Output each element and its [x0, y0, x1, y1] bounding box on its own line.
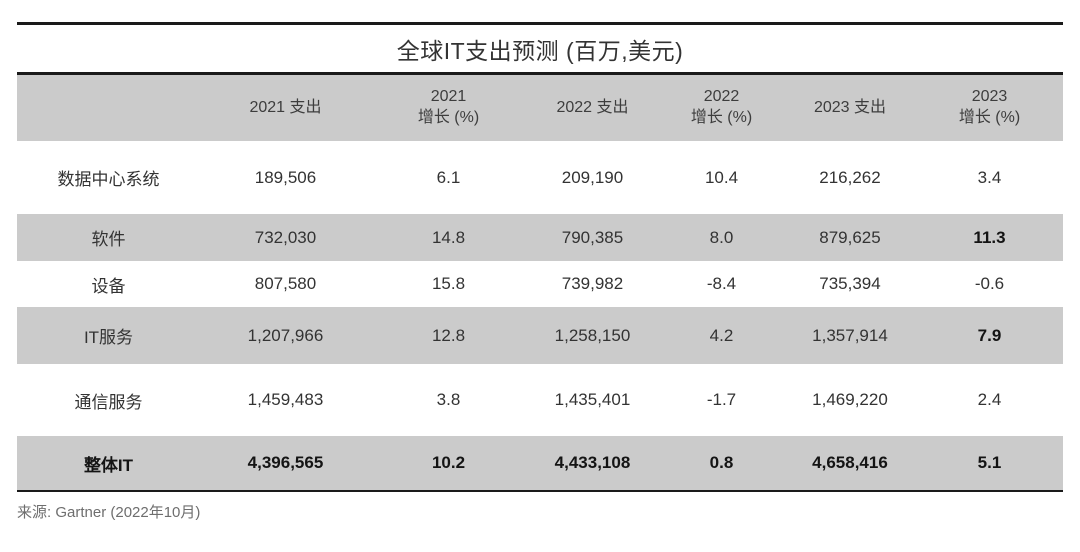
cell-value: 10.2 — [431, 453, 466, 472]
column-header-label: 增长 (%) — [417, 109, 480, 126]
cell-value: 189,506 — [254, 167, 317, 187]
title-rule — [17, 72, 1063, 75]
page-title: 全球IT支出预测 (百万,美元) — [396, 37, 684, 64]
cell-value: 4,396,565 — [247, 453, 324, 472]
column-header-2021-growth: 2021 增长 (%) — [371, 75, 526, 141]
it-spending-report: 全球IT支出预测 (百万,美元) 2021 支出 2021 增长 (%) — [0, 22, 1080, 552]
cell-value: 209,190 — [561, 167, 624, 187]
row-label: 数据中心系统 — [57, 170, 160, 189]
cell-value: 4.2 — [709, 325, 734, 345]
table-row: 软件 732,030 14.8 790,385 8.0 879,625 11.3 — [17, 214, 1063, 261]
cell-value: -8.4 — [706, 274, 737, 293]
column-header-label: 2023 支出 — [813, 98, 887, 116]
table-row: 数据中心系统 189,506 6.1 209,190 10.4 216,262 3.4 — [17, 141, 1063, 214]
column-header-label: 2021 支出 — [249, 98, 322, 116]
cell-value: 8.0 — [709, 227, 734, 247]
row-label: 软件 — [91, 230, 126, 249]
column-header-label: 2023 — [971, 88, 1008, 106]
cell-value: 1,258,150 — [554, 325, 631, 345]
row-label: IT服务 — [83, 328, 134, 347]
cell-value: 1,469,220 — [812, 390, 888, 409]
cell-value: -0.6 — [974, 274, 1005, 293]
cell-value: 3.4 — [977, 167, 1002, 187]
cell-value: 14.8 — [431, 227, 466, 247]
cell-value: 3.8 — [436, 390, 461, 409]
cell-value: 739,982 — [561, 274, 624, 293]
cell-value: 7.9 — [977, 325, 1002, 345]
cell-value: 11.3 — [973, 227, 1006, 247]
column-header-2022-growth: 2022 增长 (%) — [659, 75, 784, 141]
bottom-rule — [17, 490, 1063, 492]
column-header-category — [17, 75, 200, 141]
row-label: 整体IT — [83, 455, 134, 475]
top-rule — [17, 22, 1063, 25]
cell-value: 1,357,914 — [812, 325, 888, 345]
cell-value: 0.8 — [709, 453, 734, 472]
row-label: 通信服务 — [74, 392, 143, 412]
cell-value: 807,580 — [254, 274, 317, 293]
cell-value: 10.4 — [704, 167, 739, 187]
cell-value: 879,625 — [819, 227, 881, 247]
cell-value: 1,459,483 — [247, 390, 324, 409]
table-row: IT服务 1,207,966 12.8 1,258,150 4.2 1,357,914 7.… — [17, 307, 1063, 364]
table-header-row: 2021 支出 2021 增长 (%) 2022 支出 2022 增长 (%) — [17, 75, 1063, 141]
cell-value: 5.1 — [977, 453, 1002, 472]
cell-value: -1.7 — [706, 390, 737, 409]
table-body: 数据中心系统 189,506 6.1 209,190 10.4 216,262 3.4 软件 7… — [17, 141, 1063, 490]
cell-value: 1,207,966 — [247, 325, 324, 345]
column-header-2022-spend: 2022 支出 — [526, 75, 659, 141]
cell-value: 216,262 — [819, 167, 881, 187]
table-row: 整体IT 4,396,565 10.2 4,433,108 0.8 4,658,416 5.… — [17, 436, 1063, 490]
cell-value: 15.8 — [431, 274, 466, 293]
cell-value: 4,658,416 — [812, 453, 888, 472]
cell-value: 790,385 — [561, 227, 624, 247]
source-note: 来源: Gartner (2022年10月) — [17, 504, 201, 521]
column-header-label: 增长 (%) — [958, 109, 1021, 126]
column-header-2023-spend: 2023 支出 — [784, 75, 916, 141]
cell-value: 735,394 — [819, 274, 881, 293]
cell-value: 1,435,401 — [554, 390, 631, 409]
column-header-label: 2022 支出 — [556, 98, 629, 116]
cell-value: 4,433,108 — [554, 453, 631, 472]
cell-value: 2.4 — [977, 390, 1002, 409]
column-header-2021-spend: 2021 支出 — [200, 75, 371, 141]
column-header-label: 增长 (%) — [690, 109, 753, 126]
column-header-2023-growth: 2023 增长 (%) — [916, 75, 1063, 141]
cell-value: 12.8 — [431, 325, 466, 345]
column-header-label: 2022 — [703, 88, 740, 106]
table-row: 设备 807,580 15.8 739,982 -8.4 735,394 -0.6 — [17, 261, 1063, 307]
column-header-label: 2021 — [430, 88, 467, 106]
cell-value: 6.1 — [436, 167, 461, 187]
table-row: 通信服务 1,459,483 3.8 1,435,401 -1.7 1,469,220 2.… — [17, 364, 1063, 436]
spending-table: 2021 支出 2021 增长 (%) 2022 支出 2022 增长 (%) — [17, 75, 1063, 490]
row-label: 设备 — [91, 276, 126, 296]
cell-value: 732,030 — [254, 227, 317, 247]
